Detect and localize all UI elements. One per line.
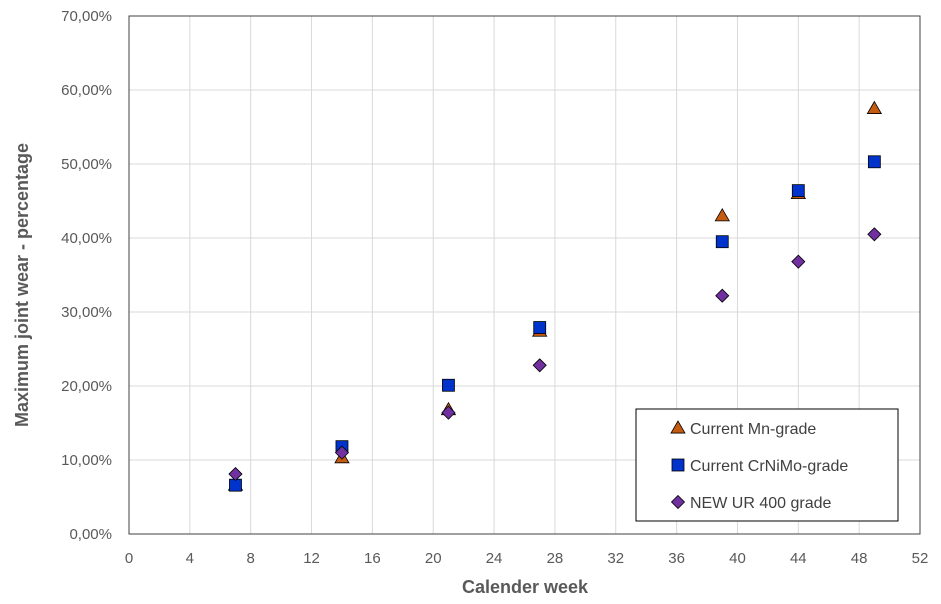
legend-label: Current Mn-grade xyxy=(690,421,816,438)
data-point-diamond xyxy=(715,288,730,303)
x-tick-label: 36 xyxy=(668,550,685,567)
x-tick-label: 8 xyxy=(247,550,255,567)
data-point-triangle xyxy=(866,100,883,114)
y-tick-label: 20,00% xyxy=(61,378,112,395)
data-point-square xyxy=(442,378,455,392)
x-tick-label: 20 xyxy=(425,550,442,567)
plot-area-border xyxy=(128,15,921,535)
legend-marker-diamond xyxy=(670,494,686,510)
data-point-diamond xyxy=(334,445,350,460)
legend-label: Current CrNiMo-grade xyxy=(690,458,848,475)
x-tick-label: 44 xyxy=(790,550,807,567)
legend-marker-triangle xyxy=(670,420,686,434)
data-point-diamond xyxy=(791,254,806,269)
x-tick-label: 16 xyxy=(364,550,381,567)
y-tick-label: 30,00% xyxy=(61,304,112,321)
data-point-diamond xyxy=(228,466,243,482)
data-point-diamond xyxy=(867,227,882,242)
x-tick-label: 24 xyxy=(486,550,503,567)
x-tick-label: 52 xyxy=(912,550,929,567)
y-tick-label: 60,00% xyxy=(61,82,112,99)
x-tick-label: 4 xyxy=(186,550,194,567)
x-tick-label: 40 xyxy=(729,550,746,567)
x-tick-label: 32 xyxy=(607,550,624,567)
legend-label: NEW UR 400 grade xyxy=(690,495,831,512)
x-axis-title: Calender week xyxy=(462,577,589,597)
data-point-diamond xyxy=(441,405,456,420)
data-point-square xyxy=(715,235,729,249)
data-point-diamond xyxy=(532,358,547,373)
y-axis-title: Maximum joint wear - percentage xyxy=(12,143,32,427)
y-tick-label: 10,00% xyxy=(61,452,112,469)
x-tick-label: 12 xyxy=(303,550,320,567)
x-tick-label: 28 xyxy=(547,550,564,567)
data-point-square xyxy=(533,321,547,334)
y-tick-label: 70,00% xyxy=(61,8,112,25)
data-point-triangle xyxy=(714,208,730,222)
y-axis-ticks: 0,00% 10,00% 20,00% 30,00% 40,00% 50,00% 60,00… xyxy=(61,8,112,543)
x-axis-ticks: 0 4 8 12 16 20 24 28 32 36 40 44 48 52 xyxy=(125,550,929,567)
data-point-square xyxy=(791,184,805,198)
legend-marker-square xyxy=(671,458,685,472)
y-tick-label: 50,00% xyxy=(61,156,112,173)
y-tick-label: 40,00% xyxy=(61,230,112,247)
data-points xyxy=(227,100,883,492)
x-tick-label: 48 xyxy=(851,550,868,567)
y-tick-label: 0,00% xyxy=(69,526,112,543)
x-tick-label: 0 xyxy=(125,550,133,567)
data-point-square xyxy=(867,155,881,169)
legend: Current Mn-grade Current CrNiMo-grade NEW … xyxy=(635,408,899,522)
